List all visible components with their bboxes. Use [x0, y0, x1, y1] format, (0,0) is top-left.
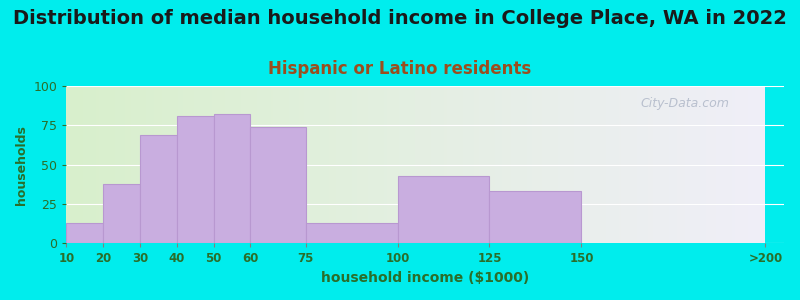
Text: Distribution of median household income in College Place, WA in 2022: Distribution of median household income …	[13, 9, 787, 28]
Bar	[214, 114, 250, 243]
Bar	[490, 191, 582, 243]
Text: City-Data.com: City-Data.com	[640, 97, 729, 110]
Text: Hispanic or Latino residents: Hispanic or Latino residents	[268, 60, 532, 78]
Bar	[306, 223, 398, 243]
Bar	[66, 223, 103, 243]
Bar	[103, 184, 140, 243]
X-axis label: household income ($1000): household income ($1000)	[321, 271, 530, 285]
Bar	[177, 116, 214, 243]
Y-axis label: households: households	[15, 125, 28, 205]
Bar	[140, 135, 177, 243]
Bar	[398, 176, 490, 243]
Bar	[250, 127, 306, 243]
